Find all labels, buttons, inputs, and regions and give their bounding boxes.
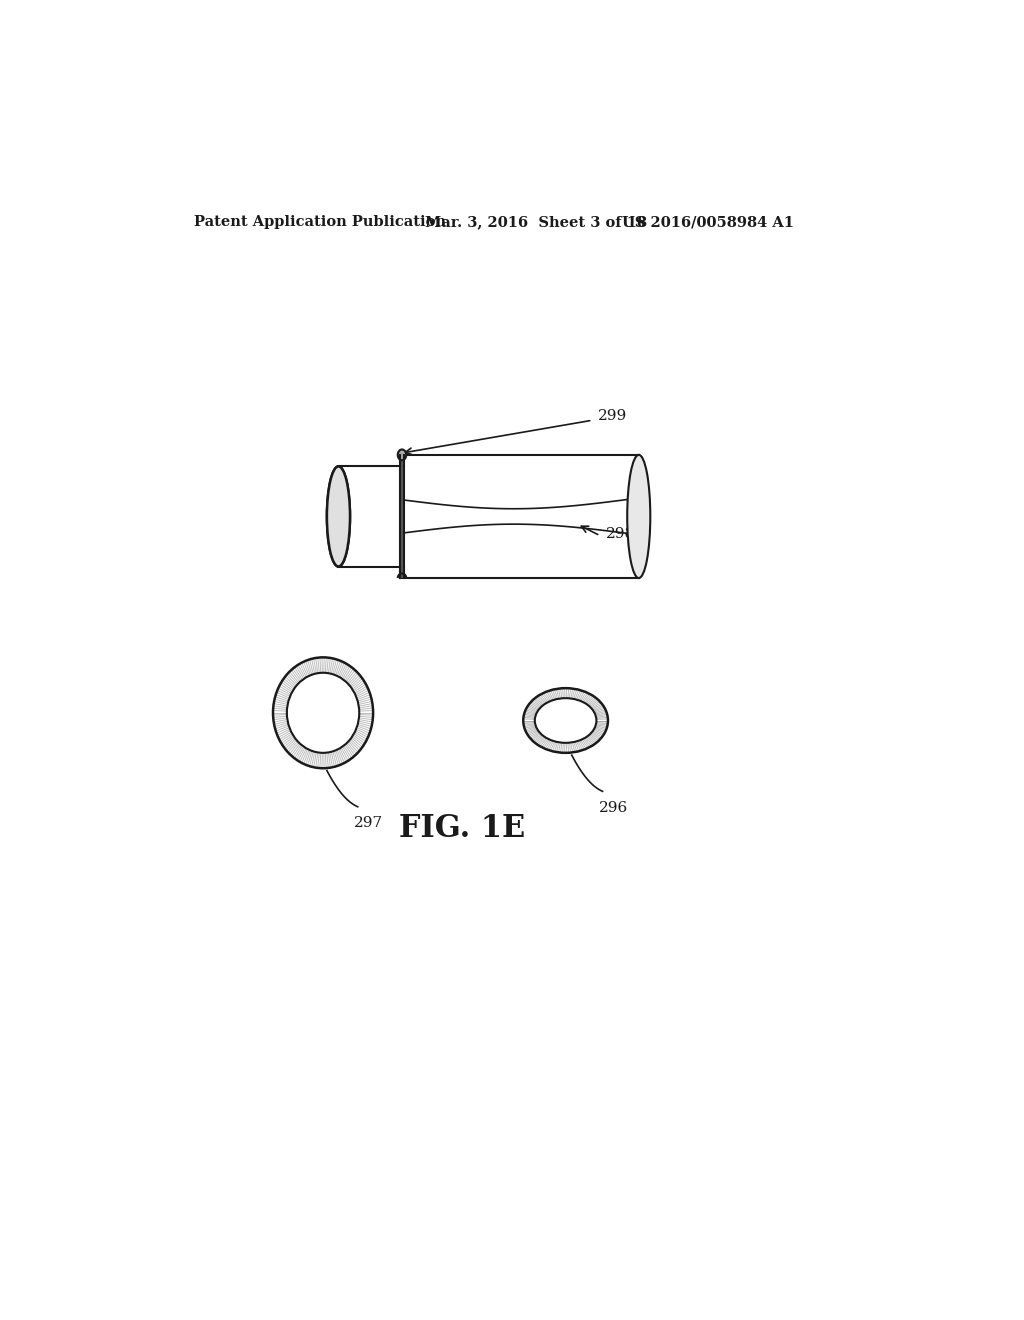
Ellipse shape xyxy=(327,466,350,566)
Text: 296: 296 xyxy=(599,800,628,814)
Ellipse shape xyxy=(535,698,596,743)
Ellipse shape xyxy=(397,450,407,461)
Text: Mar. 3, 2016  Sheet 3 of 18: Mar. 3, 2016 Sheet 3 of 18 xyxy=(425,215,647,230)
Text: Patent Application Publication: Patent Application Publication xyxy=(195,215,446,230)
Ellipse shape xyxy=(327,466,350,566)
Ellipse shape xyxy=(287,673,359,752)
Text: 297: 297 xyxy=(354,816,383,830)
Text: 298: 298 xyxy=(606,527,636,541)
Bar xyxy=(400,455,403,578)
Text: FIG. 1E: FIG. 1E xyxy=(398,813,524,843)
Text: US 2016/0058984 A1: US 2016/0058984 A1 xyxy=(622,215,794,230)
Text: 299: 299 xyxy=(598,409,627,424)
Ellipse shape xyxy=(628,455,650,578)
